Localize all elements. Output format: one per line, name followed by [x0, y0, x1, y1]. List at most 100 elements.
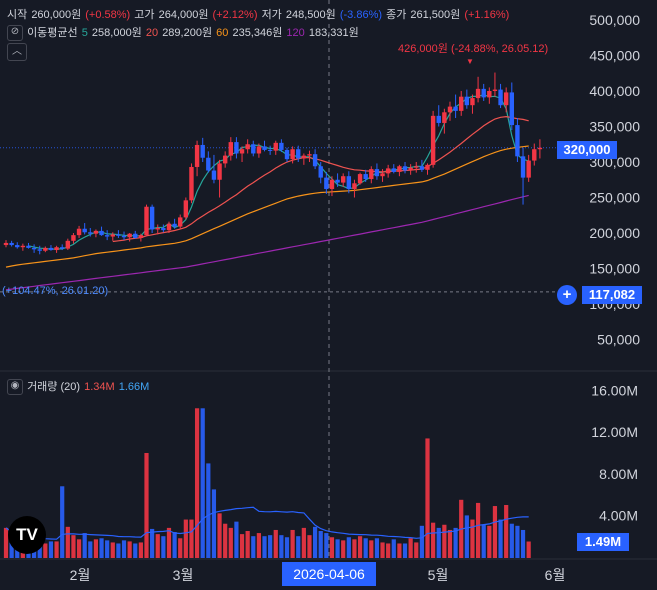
- close-label: 종가: [386, 9, 407, 21]
- ma5-line: [28, 94, 529, 250]
- volume-bar: [374, 538, 380, 558]
- candle-body: [121, 235, 127, 238]
- volume-bar: [386, 543, 391, 558]
- candle-body: [296, 149, 301, 159]
- volume-bar: [363, 538, 368, 558]
- volume-bar: [346, 537, 351, 558]
- tradingview-logo[interactable]: TV: [8, 516, 46, 554]
- ma60-line: [5, 145, 529, 268]
- volume-bar: [313, 526, 318, 558]
- candle-body: [206, 157, 211, 171]
- volume-value-1: 1.34M: [84, 381, 115, 393]
- candle-body: [520, 156, 526, 178]
- candle-body: [369, 169, 374, 180]
- ma60-period: 60: [216, 27, 229, 39]
- candle-body: [408, 167, 413, 171]
- ma5-period: 5: [81, 27, 88, 39]
- ma120-value: 183,331원: [308, 27, 359, 39]
- candle-body: [183, 200, 189, 218]
- candle-body: [329, 179, 335, 189]
- candle-body: [453, 106, 458, 111]
- volume-bar: [464, 515, 469, 558]
- candle-body: [301, 155, 307, 159]
- candle-body: [481, 88, 486, 98]
- candle-body: [189, 166, 194, 201]
- candle-body: [515, 125, 520, 157]
- volume-bar: [284, 537, 290, 558]
- volume-bar: [436, 527, 441, 558]
- volume-bar: [178, 538, 183, 558]
- volume-bar: [408, 538, 413, 558]
- volume-current-label: 1.49M: [577, 533, 629, 551]
- volume-bar: [307, 535, 312, 558]
- volume-bar: [453, 527, 458, 558]
- volume-bar: [150, 528, 155, 558]
- high-value: 264,000원: [158, 9, 209, 21]
- volume-bar: [65, 526, 70, 558]
- volume-bar: [335, 539, 340, 558]
- volume-bar: [447, 529, 453, 558]
- volume-ma-line: [5, 506, 529, 540]
- candle-body: [284, 149, 290, 160]
- volume-bar: [419, 525, 424, 558]
- volume-bar: [324, 533, 329, 558]
- volume-legend: ◉ 거래량 (20) 1.34M 1.66M: [7, 378, 150, 396]
- candle-body: [172, 223, 177, 227]
- volume-bar: [504, 505, 509, 558]
- volume-bar: [475, 502, 481, 558]
- candle-body: [341, 176, 346, 183]
- candle-body: [20, 245, 26, 248]
- volume-bar: [256, 533, 261, 558]
- volume-bar: [431, 522, 436, 558]
- candle-body: [532, 149, 537, 161]
- candle-body: [155, 228, 160, 230]
- candle-body: [324, 177, 329, 189]
- volume-bar: [341, 540, 346, 558]
- candle-body: [464, 96, 470, 106]
- candle-body: [26, 245, 31, 248]
- candle-body: [99, 230, 104, 236]
- candle-body: [88, 232, 93, 234]
- volume-bar: [82, 533, 87, 558]
- collapse-chevron-icon[interactable]: ︿: [7, 43, 27, 61]
- close-change: (+1.16%): [464, 9, 510, 21]
- time-tick-label: 5월: [428, 567, 449, 583]
- candle-body: [54, 247, 59, 251]
- time-tick-label: 2월: [70, 567, 91, 583]
- candle-body: [234, 142, 239, 154]
- volume-bar: [509, 523, 514, 558]
- volume-bar: [251, 536, 256, 558]
- ma120-period: 120: [286, 27, 305, 39]
- candle-body: [267, 149, 273, 151]
- candle-body: [537, 147, 543, 150]
- volume-bar: [397, 543, 402, 558]
- volume-tick-label: 4.00M: [599, 507, 638, 523]
- price-tick-label: 500,000: [589, 12, 640, 28]
- low-label: 저가: [261, 9, 282, 21]
- volume-bar: [234, 521, 239, 558]
- candle-body: [447, 106, 453, 113]
- volume-bar: [391, 539, 396, 558]
- candle-body: [161, 228, 166, 231]
- candle-body: [194, 144, 200, 167]
- volume-bar: [329, 537, 335, 558]
- add-alert-plus-icon[interactable]: +: [557, 285, 577, 305]
- eye-off-icon[interactable]: ⊘: [7, 25, 23, 42]
- high-annotation: 426,000원 (-24.88%, 26.05.12): [398, 42, 548, 55]
- candle-body: [436, 115, 441, 123]
- volume-bar: [183, 519, 188, 558]
- candle-body: [133, 233, 138, 238]
- volume-bar: [318, 531, 323, 558]
- candle-body: [104, 235, 110, 237]
- candle-body: [200, 144, 205, 158]
- price-tick-label: 450,000: [589, 48, 640, 64]
- volume-bar: [273, 529, 278, 558]
- volume-bar: [245, 531, 250, 558]
- candle-body: [60, 247, 65, 249]
- candle-body: [211, 170, 217, 180]
- volume-bar: [166, 527, 172, 558]
- candle-body: [470, 98, 475, 106]
- eye-icon[interactable]: ◉: [7, 379, 23, 396]
- volume-bar: [172, 532, 177, 558]
